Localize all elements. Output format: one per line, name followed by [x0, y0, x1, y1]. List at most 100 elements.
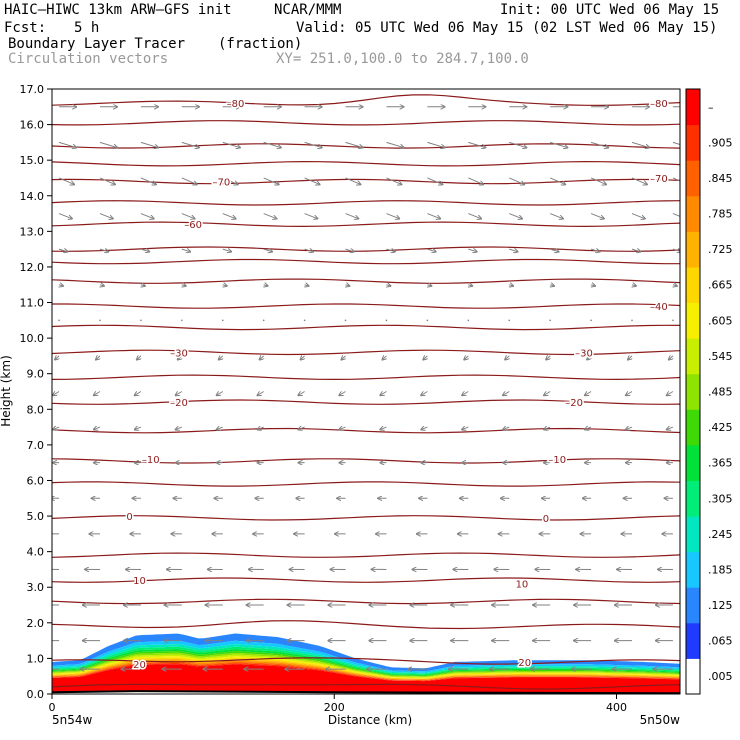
- circulation-vector: [140, 141, 159, 147]
- circulation-vector: [625, 392, 633, 396]
- circulation-vector: [222, 249, 232, 252]
- circulation-vector: [140, 319, 142, 322]
- isotherm-line: [52, 515, 680, 521]
- circulation-vector: [262, 319, 265, 322]
- colorbar-label: .425: [708, 421, 733, 434]
- circulation-vector: [550, 141, 568, 147]
- y-tick-label: 3.0: [27, 581, 45, 594]
- colorbar-label: .065: [708, 635, 733, 648]
- isotherm-label: –20: [170, 398, 188, 409]
- circulation-vector: [134, 427, 142, 430]
- isotherm-label: 0: [543, 514, 549, 525]
- colorbar-swatch: [686, 409, 700, 446]
- tracer-core: [52, 665, 680, 694]
- circulation-vector: [503, 427, 510, 430]
- circulation-vector: [550, 249, 559, 252]
- tracer-band-9: [52, 656, 680, 679]
- circulation-vector: [544, 392, 551, 396]
- circulation-vector: [263, 177, 279, 185]
- circulation-vector: [134, 392, 142, 396]
- circulation-vector: [509, 141, 527, 147]
- circulation-vector: [462, 392, 469, 396]
- circulation-vector: [590, 249, 600, 252]
- tracer-band-6: [52, 650, 680, 677]
- tracer-band-13: [52, 661, 680, 681]
- circulation-vector: [58, 177, 74, 185]
- isotherm-line: [52, 427, 680, 434]
- circulation-vector: [221, 319, 224, 322]
- x-tick-label: 400: [606, 701, 627, 714]
- circulation-vector: [427, 141, 445, 147]
- isotherm-label: –80: [650, 99, 668, 110]
- circulation-vector: [345, 141, 364, 147]
- y-tick-label: 17.0: [20, 83, 45, 96]
- isotherm-line: [52, 120, 680, 126]
- circulation-vector: [628, 356, 632, 360]
- circulation-vector: [304, 141, 323, 147]
- circulation-vector: [386, 141, 404, 147]
- circulation-vector: [549, 213, 563, 219]
- circulation-vector: [263, 249, 273, 252]
- circulation-vector: [263, 213, 277, 219]
- tracer-band-2: [52, 640, 680, 673]
- plot-frame: [51, 88, 681, 695]
- circulation-vector: [509, 213, 522, 219]
- circulation-vector: [93, 427, 101, 430]
- y-tick-label: 15.0: [20, 154, 45, 167]
- circulation-vector: [303, 319, 306, 322]
- circulation-vector: [304, 177, 320, 185]
- circulation-vector: [181, 213, 195, 219]
- circulation-vector: [257, 427, 264, 430]
- circulation-vector: [625, 427, 633, 430]
- circulation-vector: [590, 319, 592, 322]
- tracer-band-11: [52, 659, 680, 680]
- circulation-vector: [587, 356, 591, 360]
- circulation-vector: [585, 427, 592, 430]
- circulation-vector: [181, 141, 200, 147]
- colorbar-swatch: [686, 551, 700, 588]
- circulation-vector: [427, 213, 440, 219]
- circulation-vector: [585, 392, 592, 396]
- circulation-vector: [346, 285, 350, 286]
- circulation-vector: [503, 392, 510, 396]
- circulation-vector: [137, 356, 141, 360]
- y-tick-label: 7.0: [27, 439, 45, 452]
- circulation-vector: [99, 213, 113, 219]
- circulation-vector: [591, 285, 595, 286]
- y-tick-label: 12.0: [20, 261, 45, 274]
- circulation-vector: [666, 392, 674, 396]
- circulation-vector: [590, 141, 609, 147]
- isotherm-line: [52, 258, 680, 265]
- circulation-vector: [468, 213, 481, 219]
- isotherm-line: [52, 349, 680, 356]
- circulation-vector: [385, 319, 388, 322]
- init-time: Init: 00 UTC Wed 06 May 15: [500, 2, 720, 18]
- colorbar-label: .005: [708, 670, 733, 683]
- colorbar-swatch: [686, 373, 700, 410]
- isotherm-line: [52, 94, 680, 107]
- isotherm-label: –60: [184, 220, 202, 231]
- colorbar-swatch: [686, 622, 700, 659]
- circulation-vector: [631, 177, 647, 185]
- isotherm-line: [52, 683, 680, 690]
- isotherm-line: [52, 160, 680, 167]
- circulation-vector: [140, 213, 154, 219]
- tracer-band-12: [52, 660, 680, 681]
- circulation-vector: [549, 319, 551, 322]
- circulation-vector: [468, 177, 483, 185]
- circulation-vector: [462, 427, 469, 430]
- circulation-vector: [93, 392, 101, 396]
- circulation-vector: [58, 213, 72, 219]
- cross-section-range: XY= 251.0,100.0 to 284.7,100.0: [276, 51, 529, 67]
- y-tick-label: 14.0: [20, 190, 45, 203]
- y-tick-label: 8.0: [27, 403, 45, 416]
- isotherm-label: 10: [516, 580, 529, 591]
- circulation-vector: [222, 177, 238, 185]
- circulation-vector: [58, 249, 68, 252]
- circulation-vector: [631, 249, 641, 252]
- y-tick-label: 16.0: [20, 119, 45, 132]
- isotherm-label: 0: [126, 512, 132, 523]
- circulation-vector: [380, 392, 387, 396]
- colorbar-swatch: [686, 160, 700, 197]
- circulation-vector: [218, 356, 222, 360]
